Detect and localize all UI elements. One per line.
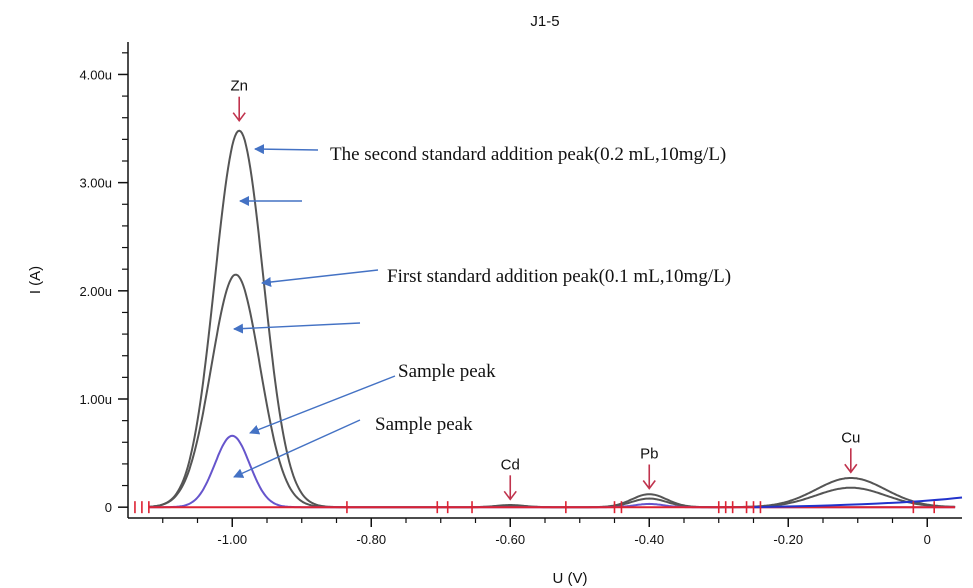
annotation-text: The second standard addition peak(0.2 mL… bbox=[330, 144, 726, 165]
annotation-arrow bbox=[249, 375, 396, 435]
y-tick-label: 1.00u bbox=[79, 392, 112, 407]
x-tick-label: -1.00 bbox=[217, 532, 247, 547]
drift-line bbox=[753, 496, 963, 509]
peak-arrow-head bbox=[642, 480, 656, 490]
peak-arrow-head bbox=[503, 490, 517, 501]
annotation-arrow bbox=[233, 419, 361, 478]
series-line-2 bbox=[148, 273, 956, 509]
y-tick-label: 3.00u bbox=[79, 176, 112, 191]
peak-label: Cu bbox=[841, 429, 860, 446]
x-tick-label: -0.40 bbox=[634, 532, 664, 547]
chart-title: J1-5 bbox=[530, 13, 559, 30]
y-axis-label: I (A) bbox=[27, 266, 44, 294]
annotation-arrow bbox=[233, 322, 361, 334]
peak-arrow-head bbox=[232, 112, 246, 123]
series-line-1 bbox=[148, 129, 956, 509]
series-line-3 bbox=[148, 434, 956, 509]
annotation-text: Sample peak bbox=[375, 414, 473, 435]
annotation-arrow bbox=[254, 144, 319, 155]
annotation-arrow bbox=[261, 269, 379, 287]
peak-label: Cd bbox=[501, 456, 520, 473]
peak-arrow-head bbox=[844, 463, 858, 474]
x-tick-label: -0.60 bbox=[495, 532, 525, 547]
x-tick-label: -0.80 bbox=[356, 532, 386, 547]
annotation-text: Sample peak bbox=[398, 361, 496, 382]
y-tick-label: 0 bbox=[105, 500, 112, 515]
peak-label: Pb bbox=[640, 446, 658, 463]
annotation-text: First standard addition peak(0.1 mL,10mg… bbox=[387, 266, 731, 287]
x-tick-label: -0.20 bbox=[773, 532, 803, 547]
x-axis-label: U (V) bbox=[553, 570, 588, 587]
y-tick-label: 4.00u bbox=[79, 67, 112, 82]
x-tick-label: 0 bbox=[924, 532, 931, 547]
y-tick-label: 2.00u bbox=[79, 284, 112, 299]
peak-label: Zn bbox=[230, 78, 248, 95]
